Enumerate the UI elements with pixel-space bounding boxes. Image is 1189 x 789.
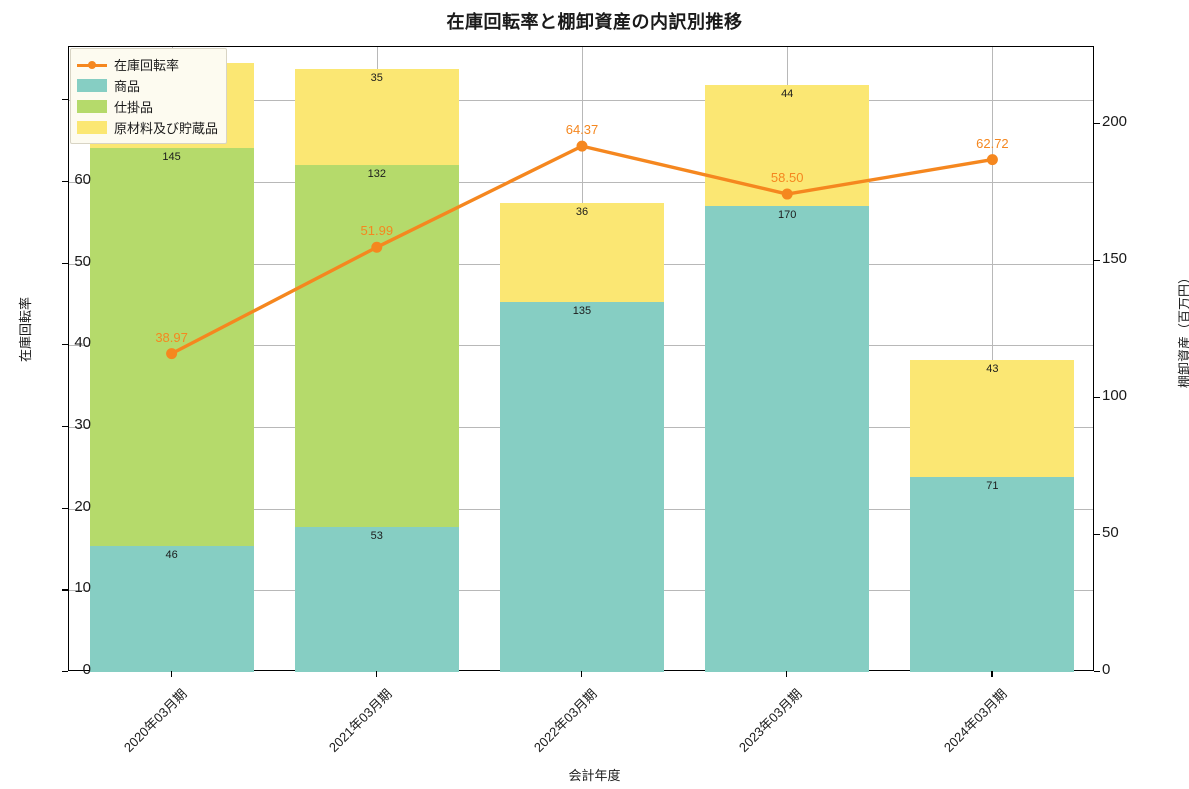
y-axis-left-tick-mark: [62, 180, 68, 183]
x-axis-tick-mark: [375, 671, 378, 677]
line-value-label: 38.97: [155, 329, 188, 345]
legend-color-swatch-icon: [77, 100, 107, 113]
y-axis-right-tick-label: 50: [1102, 523, 1119, 541]
y-axis-right-tick-label: 0: [1102, 661, 1111, 678]
y-axis-left-tick-mark: [62, 425, 68, 428]
bar-value-label: 71: [986, 480, 999, 493]
plot-area: 4614531531323513536170447143 38.9751.996…: [68, 46, 1094, 672]
y-axis-left-tick-label: 10: [74, 579, 91, 597]
y-axis-right-tick-mark: [1094, 533, 1100, 536]
legend-item-label: 仕掛品: [114, 100, 154, 115]
bar-segment[interactable]: [89, 148, 254, 546]
bar-value-label: 36: [575, 206, 589, 219]
line-value-label: 51.99: [360, 223, 394, 239]
legend-item[interactable]: 原材料及び貯蔵品: [77, 117, 218, 138]
bar-segment[interactable]: [705, 205, 870, 672]
y-axis-left-title: 在庫回転率: [18, 296, 34, 363]
y-axis-left-tick-mark: [62, 671, 68, 673]
bar-segment[interactable]: [294, 164, 459, 527]
x-axis-tick-mark: [170, 671, 172, 677]
legend-item[interactable]: 在庫回転率: [77, 54, 218, 75]
bar-segment[interactable]: [705, 85, 870, 206]
x-axis-tick-label: 2020年03月期: [120, 686, 190, 755]
bar-value-label: 43: [986, 362, 999, 375]
x-axis-tick-mark: [581, 671, 583, 677]
gridline-vertical: [992, 47, 994, 670]
y-axis-right-tick-label: 200: [1102, 112, 1128, 130]
x-axis-tick-label: 2021年03月期: [325, 686, 395, 755]
bar-value-label: 132: [367, 167, 386, 180]
bar-segment[interactable]: [499, 301, 665, 672]
bar-segment[interactable]: [910, 477, 1075, 672]
y-axis-left-tick-label: 60: [74, 170, 91, 188]
legend-color-swatch-icon: [77, 79, 107, 92]
bar-segment[interactable]: [294, 526, 459, 672]
line-value-label: 64.37: [565, 122, 599, 138]
bar-segment[interactable]: [910, 359, 1075, 478]
bar-value-label: 145: [162, 151, 181, 164]
bar-value-label: 46: [165, 548, 178, 561]
legend-item-label: 商品: [114, 79, 141, 94]
x-axis-title: 会計年度: [568, 768, 621, 783]
y-axis-left-tick-mark: [62, 589, 68, 591]
bar-value-label: 170: [778, 208, 797, 221]
y-axis-left-tick-label: 40: [74, 334, 91, 352]
y-axis-left-tick-mark: [62, 507, 68, 509]
legend-item[interactable]: 仕掛品: [77, 96, 218, 117]
bar-value-label: 135: [572, 304, 592, 317]
chart-legend[interactable]: 在庫回転率商品仕掛品原材料及び貯蔵品: [70, 48, 228, 144]
y-axis-right-title: 棚卸資産（百万円）: [1177, 270, 1189, 389]
y-axis-right-tick-mark: [1094, 396, 1100, 399]
y-axis-left-tick-label: 30: [74, 415, 91, 433]
legend-item-label: 原材料及び貯蔵品: [114, 121, 219, 136]
y-axis-left-tick-mark: [62, 99, 68, 101]
y-axis-left-tick-mark: [62, 262, 68, 264]
y-axis-right-tick-mark: [1094, 671, 1100, 673]
y-axis-right-tick-label: 150: [1102, 249, 1128, 267]
line-value-label: 62.72: [976, 135, 1009, 151]
gridline-horizontal: [69, 100, 1093, 102]
y-axis-left-tick-label: 20: [74, 497, 91, 515]
x-axis-tick-label: 2024年03月期: [941, 686, 1011, 755]
y-axis-right-tick-mark: [1094, 259, 1100, 262]
x-axis-tick-mark: [991, 671, 993, 677]
bar-value-label: 44: [781, 88, 794, 101]
line-value-label: 58.50: [770, 170, 804, 186]
x-axis-tick-label: 2022年03月期: [530, 686, 600, 755]
legend-line-marker-icon: [77, 58, 107, 71]
legend-item[interactable]: 商品: [77, 75, 218, 96]
chart-title: 在庫回転率と棚卸資産の内訳別推移: [446, 12, 743, 32]
bar-value-label: 53: [370, 529, 383, 542]
x-axis-tick-label: 2023年03月期: [736, 686, 805, 755]
legend-color-swatch-icon: [77, 121, 107, 134]
bar-value-label: 35: [370, 71, 383, 84]
y-axis-left-tick-label: 50: [74, 252, 91, 270]
bar-segment[interactable]: [89, 545, 254, 672]
y-axis-right-tick-label: 100: [1102, 386, 1128, 404]
y-axis-left-tick-mark: [62, 344, 68, 346]
y-axis-left-tick-label: 0: [82, 661, 91, 678]
x-axis-tick-mark: [786, 671, 788, 677]
legend-item-label: 在庫回転率: [114, 58, 180, 73]
y-axis-right-tick-mark: [1094, 122, 1100, 125]
